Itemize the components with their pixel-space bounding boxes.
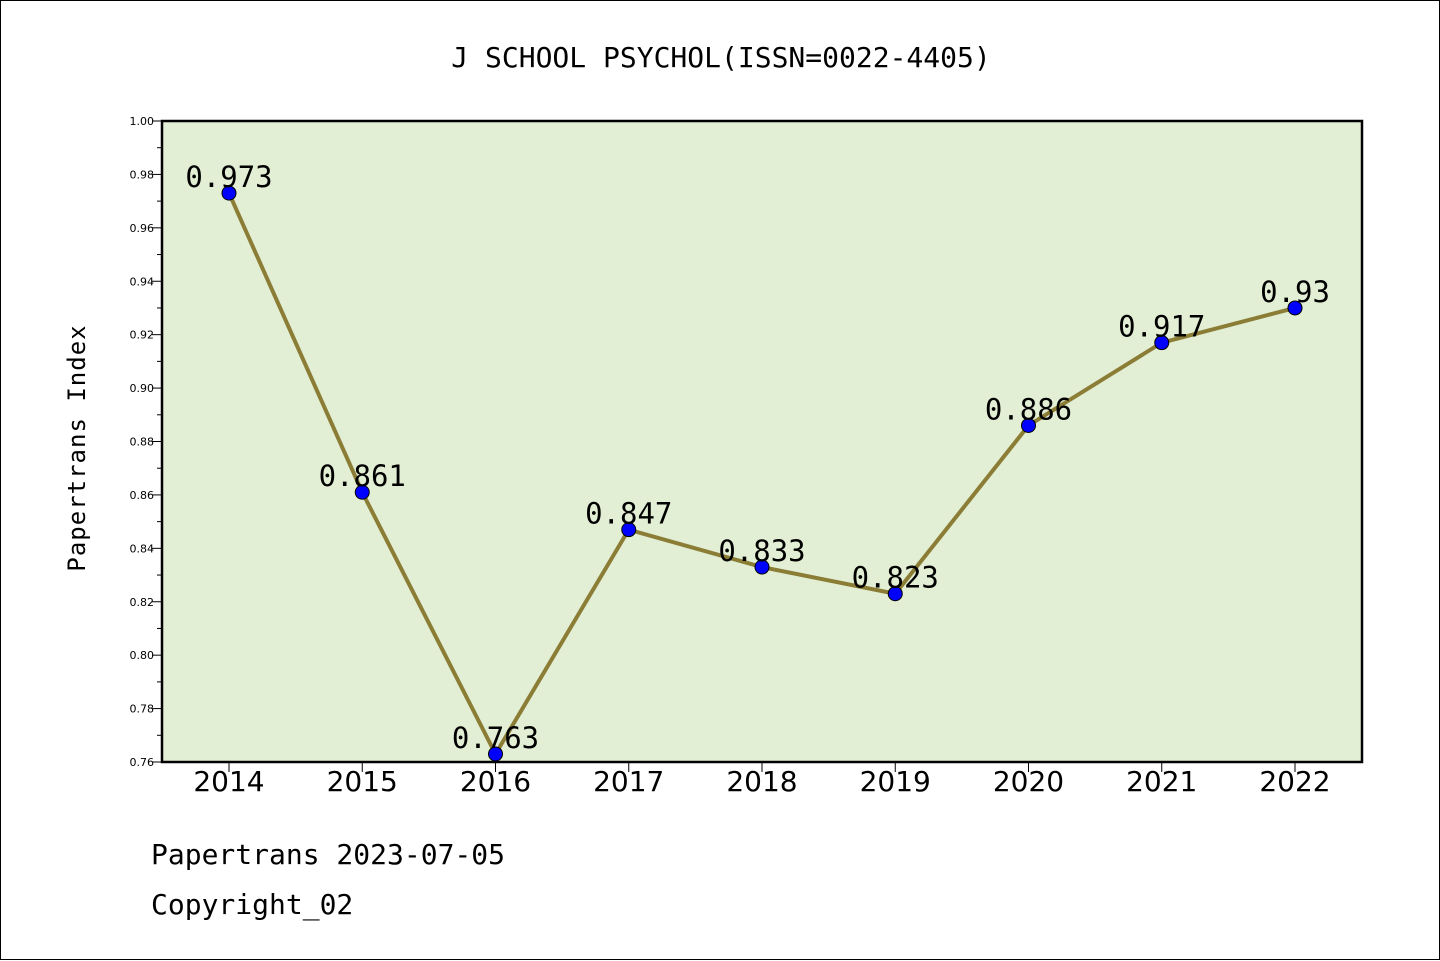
x-tick-label: 2014 bbox=[193, 765, 264, 798]
data-point bbox=[621, 522, 637, 538]
data-label: 0.886 bbox=[985, 392, 1072, 426]
y-tick-label: 0.92 bbox=[130, 329, 155, 342]
data-point bbox=[1154, 335, 1170, 351]
data-label: 0.763 bbox=[452, 721, 539, 755]
y-axis-label: Papertrans Index bbox=[63, 324, 91, 571]
data-label: 0.861 bbox=[319, 459, 406, 493]
chart-title: J SCHOOL PSYCHOL(ISSN=0022-4405) bbox=[451, 41, 990, 74]
data-label: 0.93 bbox=[1260, 275, 1330, 309]
y-tick-label: 0.80 bbox=[130, 649, 155, 662]
data-label: 0.917 bbox=[1118, 310, 1205, 344]
y-tick-label: 0.84 bbox=[130, 542, 155, 555]
y-tick-label: 0.88 bbox=[130, 436, 155, 449]
y-tick-label: 0.76 bbox=[130, 756, 155, 769]
y-tick-label: 0.96 bbox=[130, 222, 155, 235]
y-tick-label: 0.98 bbox=[130, 168, 155, 181]
footer-copyright: Copyright_02 bbox=[151, 888, 353, 922]
x-tick-label: 2016 bbox=[460, 765, 531, 798]
data-point bbox=[354, 484, 370, 500]
plot-area bbox=[160, 119, 1364, 764]
x-tick-label: 2015 bbox=[327, 765, 398, 798]
series-layer: 0.973 0.861 0.763 0.847 0.833 0.823 0.886 0.917… bbox=[185, 160, 1330, 762]
data-point bbox=[1021, 417, 1036, 433]
x-axis: 2014 2015 2016 2017 2018 2019 2020 2021 2022 bbox=[193, 762, 1331, 798]
y-tick-label: 0.78 bbox=[130, 703, 155, 716]
data-point bbox=[1287, 300, 1303, 316]
y-tick-label: 0.86 bbox=[130, 489, 155, 502]
x-tick-label: 2019 bbox=[860, 765, 931, 798]
y-tick-label: 0.94 bbox=[130, 275, 155, 288]
y-tick-label: 0.90 bbox=[130, 382, 155, 395]
y-tick-label: 0.82 bbox=[130, 596, 155, 609]
x-tick-label: 2018 bbox=[726, 765, 797, 798]
data-label: 0.847 bbox=[585, 497, 672, 531]
footer-date: Papertrans 2023-07-05 bbox=[151, 838, 505, 871]
data-label: 0.973 bbox=[185, 160, 272, 194]
data-label: 0.833 bbox=[718, 534, 805, 568]
x-tick-label: 2020 bbox=[993, 765, 1064, 798]
x-tick-label: 2017 bbox=[593, 765, 664, 798]
data-point bbox=[887, 586, 903, 602]
data-point bbox=[221, 185, 237, 201]
data-point bbox=[754, 559, 770, 575]
data-label: 0.823 bbox=[852, 561, 939, 595]
y-tick-label: 1.00 bbox=[130, 115, 155, 128]
x-tick-label: 2022 bbox=[1259, 765, 1330, 798]
x-tick-label: 2021 bbox=[1126, 765, 1197, 798]
data-point bbox=[488, 746, 503, 762]
y-axis: 0.76 0.78 0.80 0.82 0.84 0.86 0.88 0.90 0.92 0.94… bbox=[130, 115, 162, 769]
